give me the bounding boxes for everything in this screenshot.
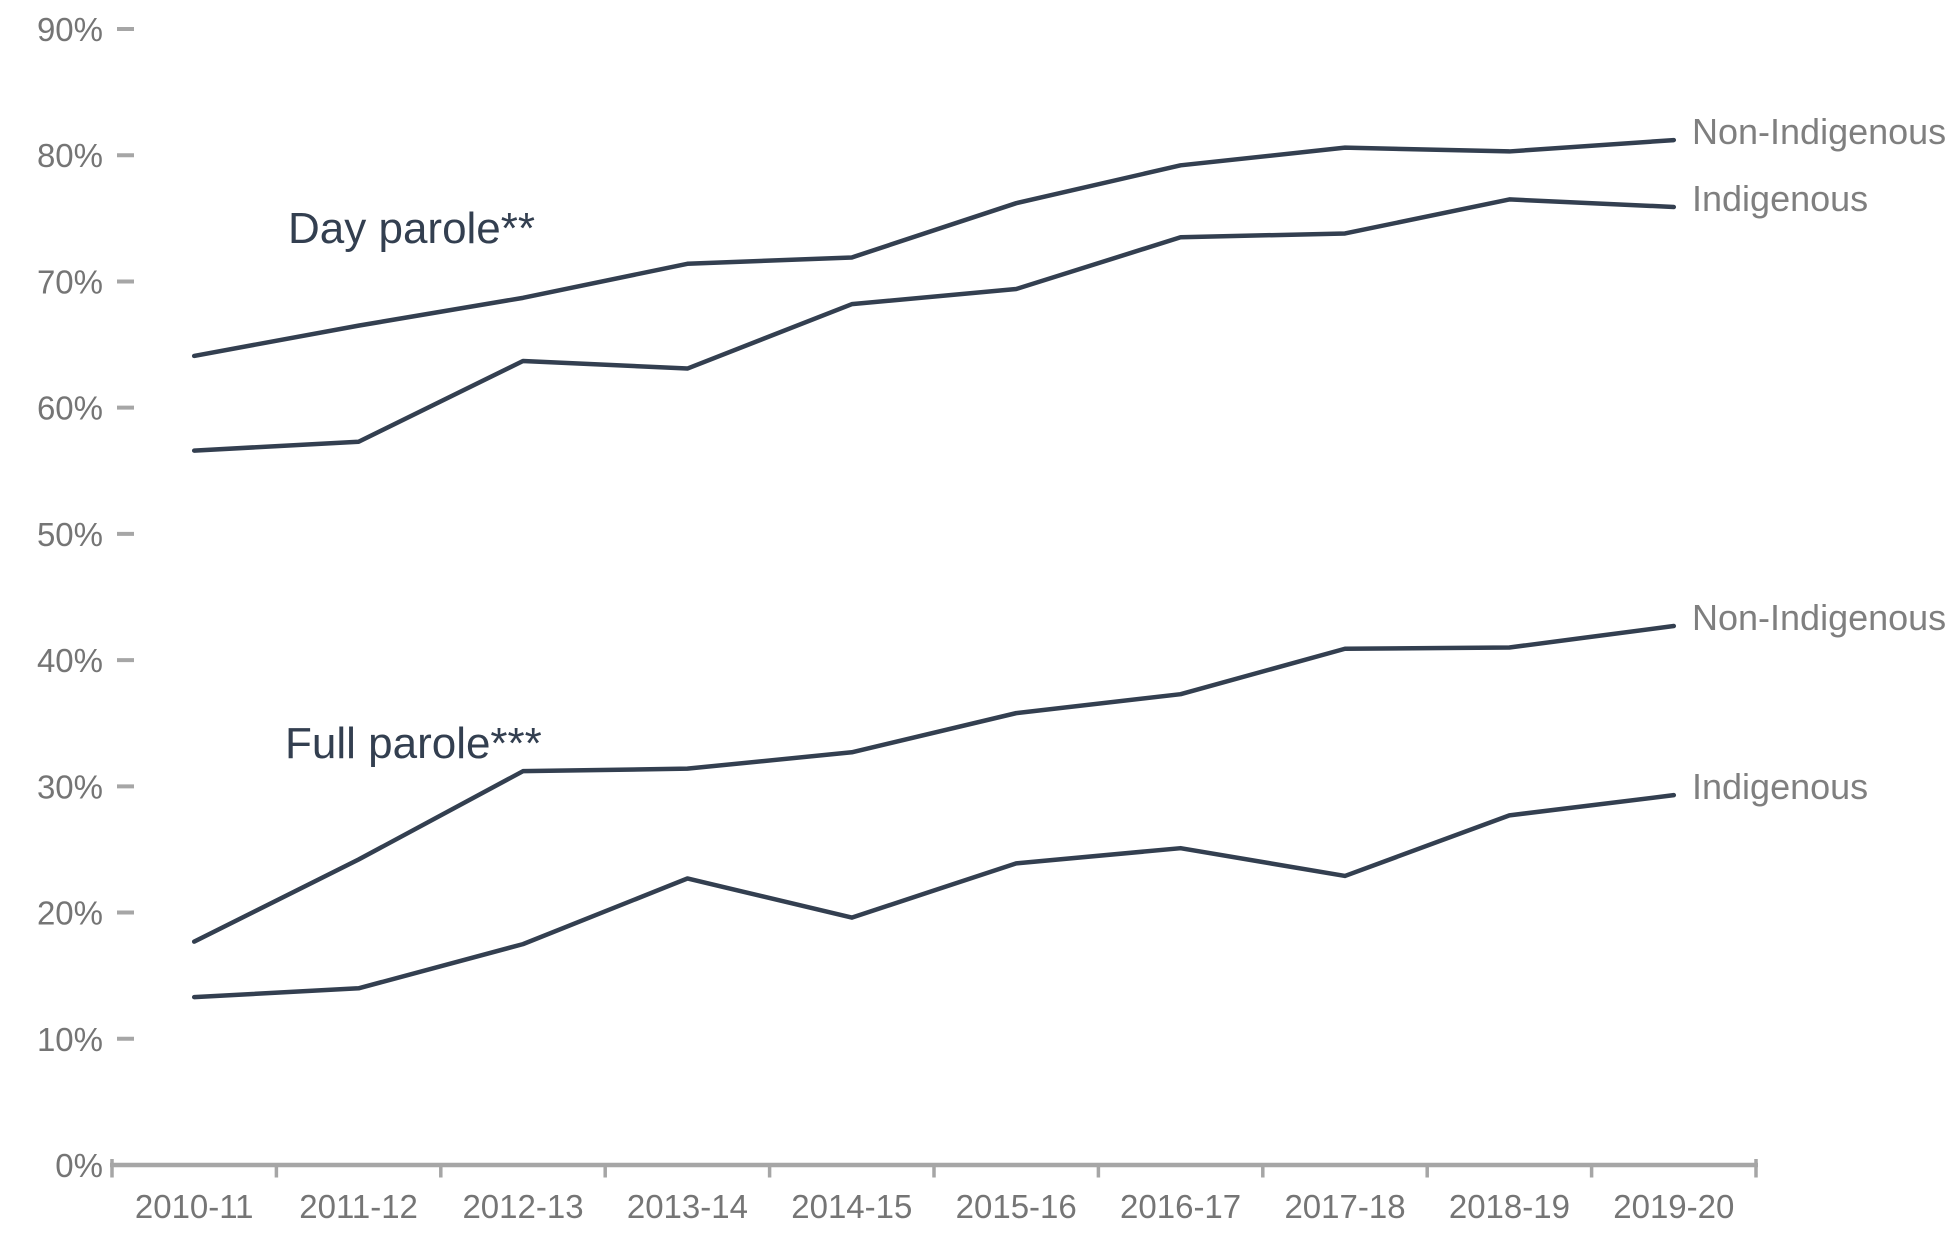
full-parole-indigenous-label: Indigenous xyxy=(1692,766,1869,807)
x-axis-label-2010-11: 2010-11 xyxy=(135,1188,254,1225)
full-parole-non-indigenous-label: Non-Indigenous xyxy=(1692,597,1947,638)
y-axis-label-70: 70% xyxy=(37,263,103,300)
full-parole-non-indigenous-line xyxy=(191,623,1677,944)
y-axis-label-10: 10% xyxy=(37,1021,103,1058)
day-parole-indigenous-line xyxy=(191,197,1677,453)
day-parole-indigenous-label: Indigenous xyxy=(1692,178,1869,219)
x-axis-label-2014-15: 2014-15 xyxy=(791,1188,912,1225)
y-axis-label-80: 80% xyxy=(37,137,103,174)
x-axis-label-2019-20: 2019-20 xyxy=(1613,1188,1734,1225)
x-axis-label-2018-19: 2018-19 xyxy=(1449,1188,1570,1225)
y-axis-label-40: 40% xyxy=(37,642,103,679)
y-axis-label-0: 0% xyxy=(55,1147,103,1184)
x-axis-label-2017-18: 2017-18 xyxy=(1284,1188,1405,1225)
day-parole-group-title: Day parole** xyxy=(288,204,536,253)
y-axis-label-20: 20% xyxy=(37,895,103,932)
y-axis-label-50: 50% xyxy=(37,516,103,553)
y-axis-label-90: 90% xyxy=(37,11,103,48)
x-axis-label-2016-17: 2016-17 xyxy=(1120,1188,1241,1225)
day-parole-non-indigenous-label: Non-Indigenous xyxy=(1692,111,1947,152)
x-axis-label-2012-13: 2012-13 xyxy=(462,1188,583,1225)
x-axis-label-2011-12: 2011-12 xyxy=(299,1188,418,1225)
y-axis-label-60: 60% xyxy=(37,390,103,427)
full-parole-indigenous-line xyxy=(191,792,1677,1000)
full-parole-group-title: Full parole*** xyxy=(285,719,542,768)
day-parole-non-indigenous-line xyxy=(191,137,1677,359)
x-axis-label-2015-16: 2015-16 xyxy=(956,1188,1077,1225)
x-axis-label-2013-14: 2013-14 xyxy=(627,1188,748,1225)
y-axis-label-30: 30% xyxy=(37,768,103,805)
